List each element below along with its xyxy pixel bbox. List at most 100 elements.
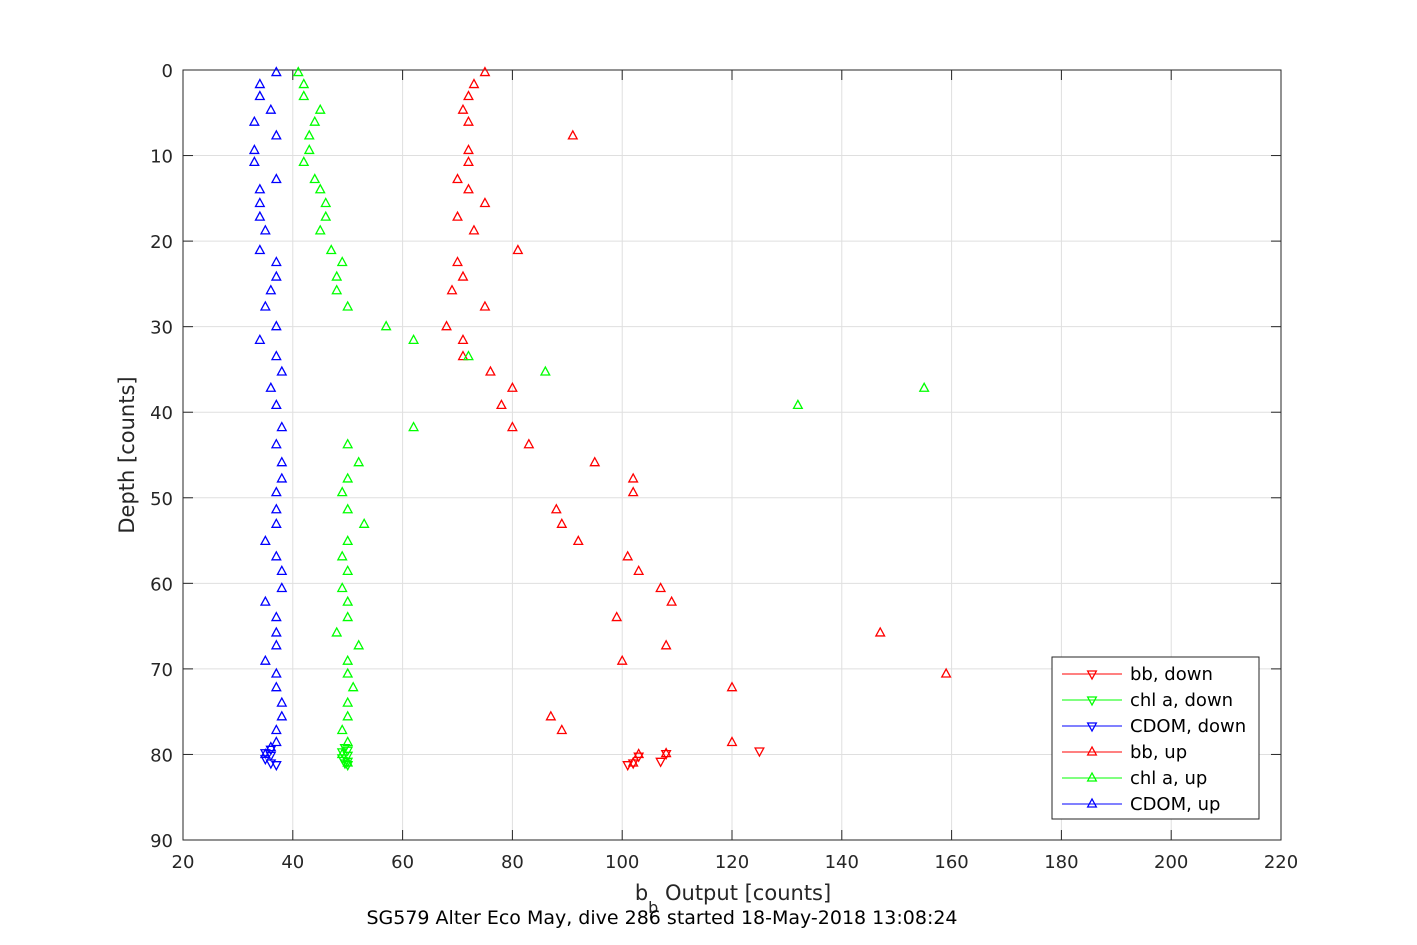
data-point: [353, 456, 365, 467]
x-tick-label: 60: [391, 852, 414, 873]
y-axis-title: Depth [counts]: [115, 376, 139, 533]
data-point: [660, 749, 672, 760]
data-point: [463, 115, 474, 126]
data-point: [270, 173, 282, 184]
data-point: [336, 582, 348, 593]
data-point: [463, 183, 474, 194]
data-point: [353, 639, 365, 650]
legend-marker: [1086, 771, 1098, 782]
data-point: [611, 611, 623, 622]
data-point: [539, 365, 551, 376]
data-point: [342, 710, 354, 721]
data-point: [270, 550, 282, 561]
data-point: [270, 270, 282, 281]
data-point: [342, 696, 354, 707]
data-point: [408, 421, 420, 432]
data-point: [441, 320, 452, 331]
y-tick-label: 70: [150, 660, 173, 681]
data-point: [331, 270, 343, 281]
data-point: [342, 756, 354, 767]
data-point: [248, 156, 260, 167]
data-point: [276, 472, 288, 483]
data-point: [303, 129, 315, 140]
data-point: [457, 103, 469, 114]
data-point: [270, 736, 282, 747]
data-point: [572, 535, 584, 546]
data-point: [265, 284, 277, 295]
data-point: [380, 320, 392, 331]
data-point: [314, 224, 326, 235]
legend-label: chl a, down: [1130, 690, 1233, 711]
data-point: [545, 710, 557, 721]
data-point: [342, 564, 354, 576]
series-3: [441, 66, 952, 767]
data-point: [660, 639, 672, 650]
data-point: [655, 582, 667, 593]
data-point: [342, 472, 354, 483]
data-point: [655, 757, 667, 768]
data-point: [320, 210, 332, 221]
data-point: [342, 667, 354, 678]
data-point: [270, 399, 282, 410]
data-point: [336, 754, 348, 765]
data-point: [627, 759, 639, 770]
data-point: [342, 438, 354, 449]
legend-label: chl a, up: [1130, 768, 1207, 789]
data-point: [633, 564, 645, 576]
data-point: [347, 681, 359, 692]
legend-box: [1051, 656, 1260, 820]
legend-label: CDOM, down: [1130, 716, 1246, 737]
data-point: [270, 503, 282, 514]
data-point: [270, 761, 282, 772]
data-point: [457, 270, 469, 281]
data-point: [463, 144, 474, 155]
data-point: [270, 724, 282, 735]
data-point: [248, 144, 260, 155]
data-point: [298, 156, 310, 167]
axis-ticks: 20 40 60 80 100 120 140 160 180 200 220 0 10 20 30 40 50…: [150, 61, 1298, 873]
data-point: [298, 90, 310, 101]
data-point: [484, 365, 496, 376]
data-point: [468, 224, 480, 235]
legend-marker: [1086, 745, 1098, 756]
data-point: [342, 736, 354, 747]
data-point: [342, 300, 354, 311]
x-tick-label: 100: [605, 852, 639, 873]
data-point: [940, 667, 952, 678]
y-tick-label: 50: [150, 489, 173, 510]
data-point: [259, 535, 271, 546]
data-point: [463, 350, 474, 361]
data-point: [342, 503, 354, 514]
x-tick-label: 20: [172, 852, 195, 873]
data-point: [259, 755, 271, 766]
data-point: [463, 156, 474, 167]
legend-label: bb, up: [1130, 742, 1187, 763]
y-tick-label: 0: [162, 61, 173, 82]
data-point: [523, 438, 535, 449]
data-point: [254, 78, 266, 89]
data-point: [331, 284, 343, 295]
data-point: [270, 66, 282, 77]
y-tick-label: 30: [150, 318, 173, 339]
data-point: [479, 300, 491, 311]
data-point: [506, 381, 518, 392]
data-point: [336, 550, 348, 561]
x-tick-label: 80: [501, 852, 524, 873]
data-point: [495, 399, 507, 410]
x-axis-title-subscript: b: [648, 898, 658, 917]
data-point: [446, 284, 458, 295]
data-point: [276, 421, 288, 432]
data-point: [479, 66, 491, 77]
legend-marker: [1086, 797, 1098, 808]
data-point: [248, 115, 260, 126]
data-point: [270, 626, 282, 637]
data-point: [270, 256, 282, 267]
x-tick-label: 40: [281, 852, 304, 873]
data-point: [627, 756, 639, 767]
data-point: [556, 517, 568, 528]
data-point: [627, 472, 639, 483]
data-point: [342, 595, 354, 606]
data-point: [265, 741, 277, 752]
data-point: [270, 486, 282, 497]
x-tick-label: 180: [1044, 852, 1078, 873]
